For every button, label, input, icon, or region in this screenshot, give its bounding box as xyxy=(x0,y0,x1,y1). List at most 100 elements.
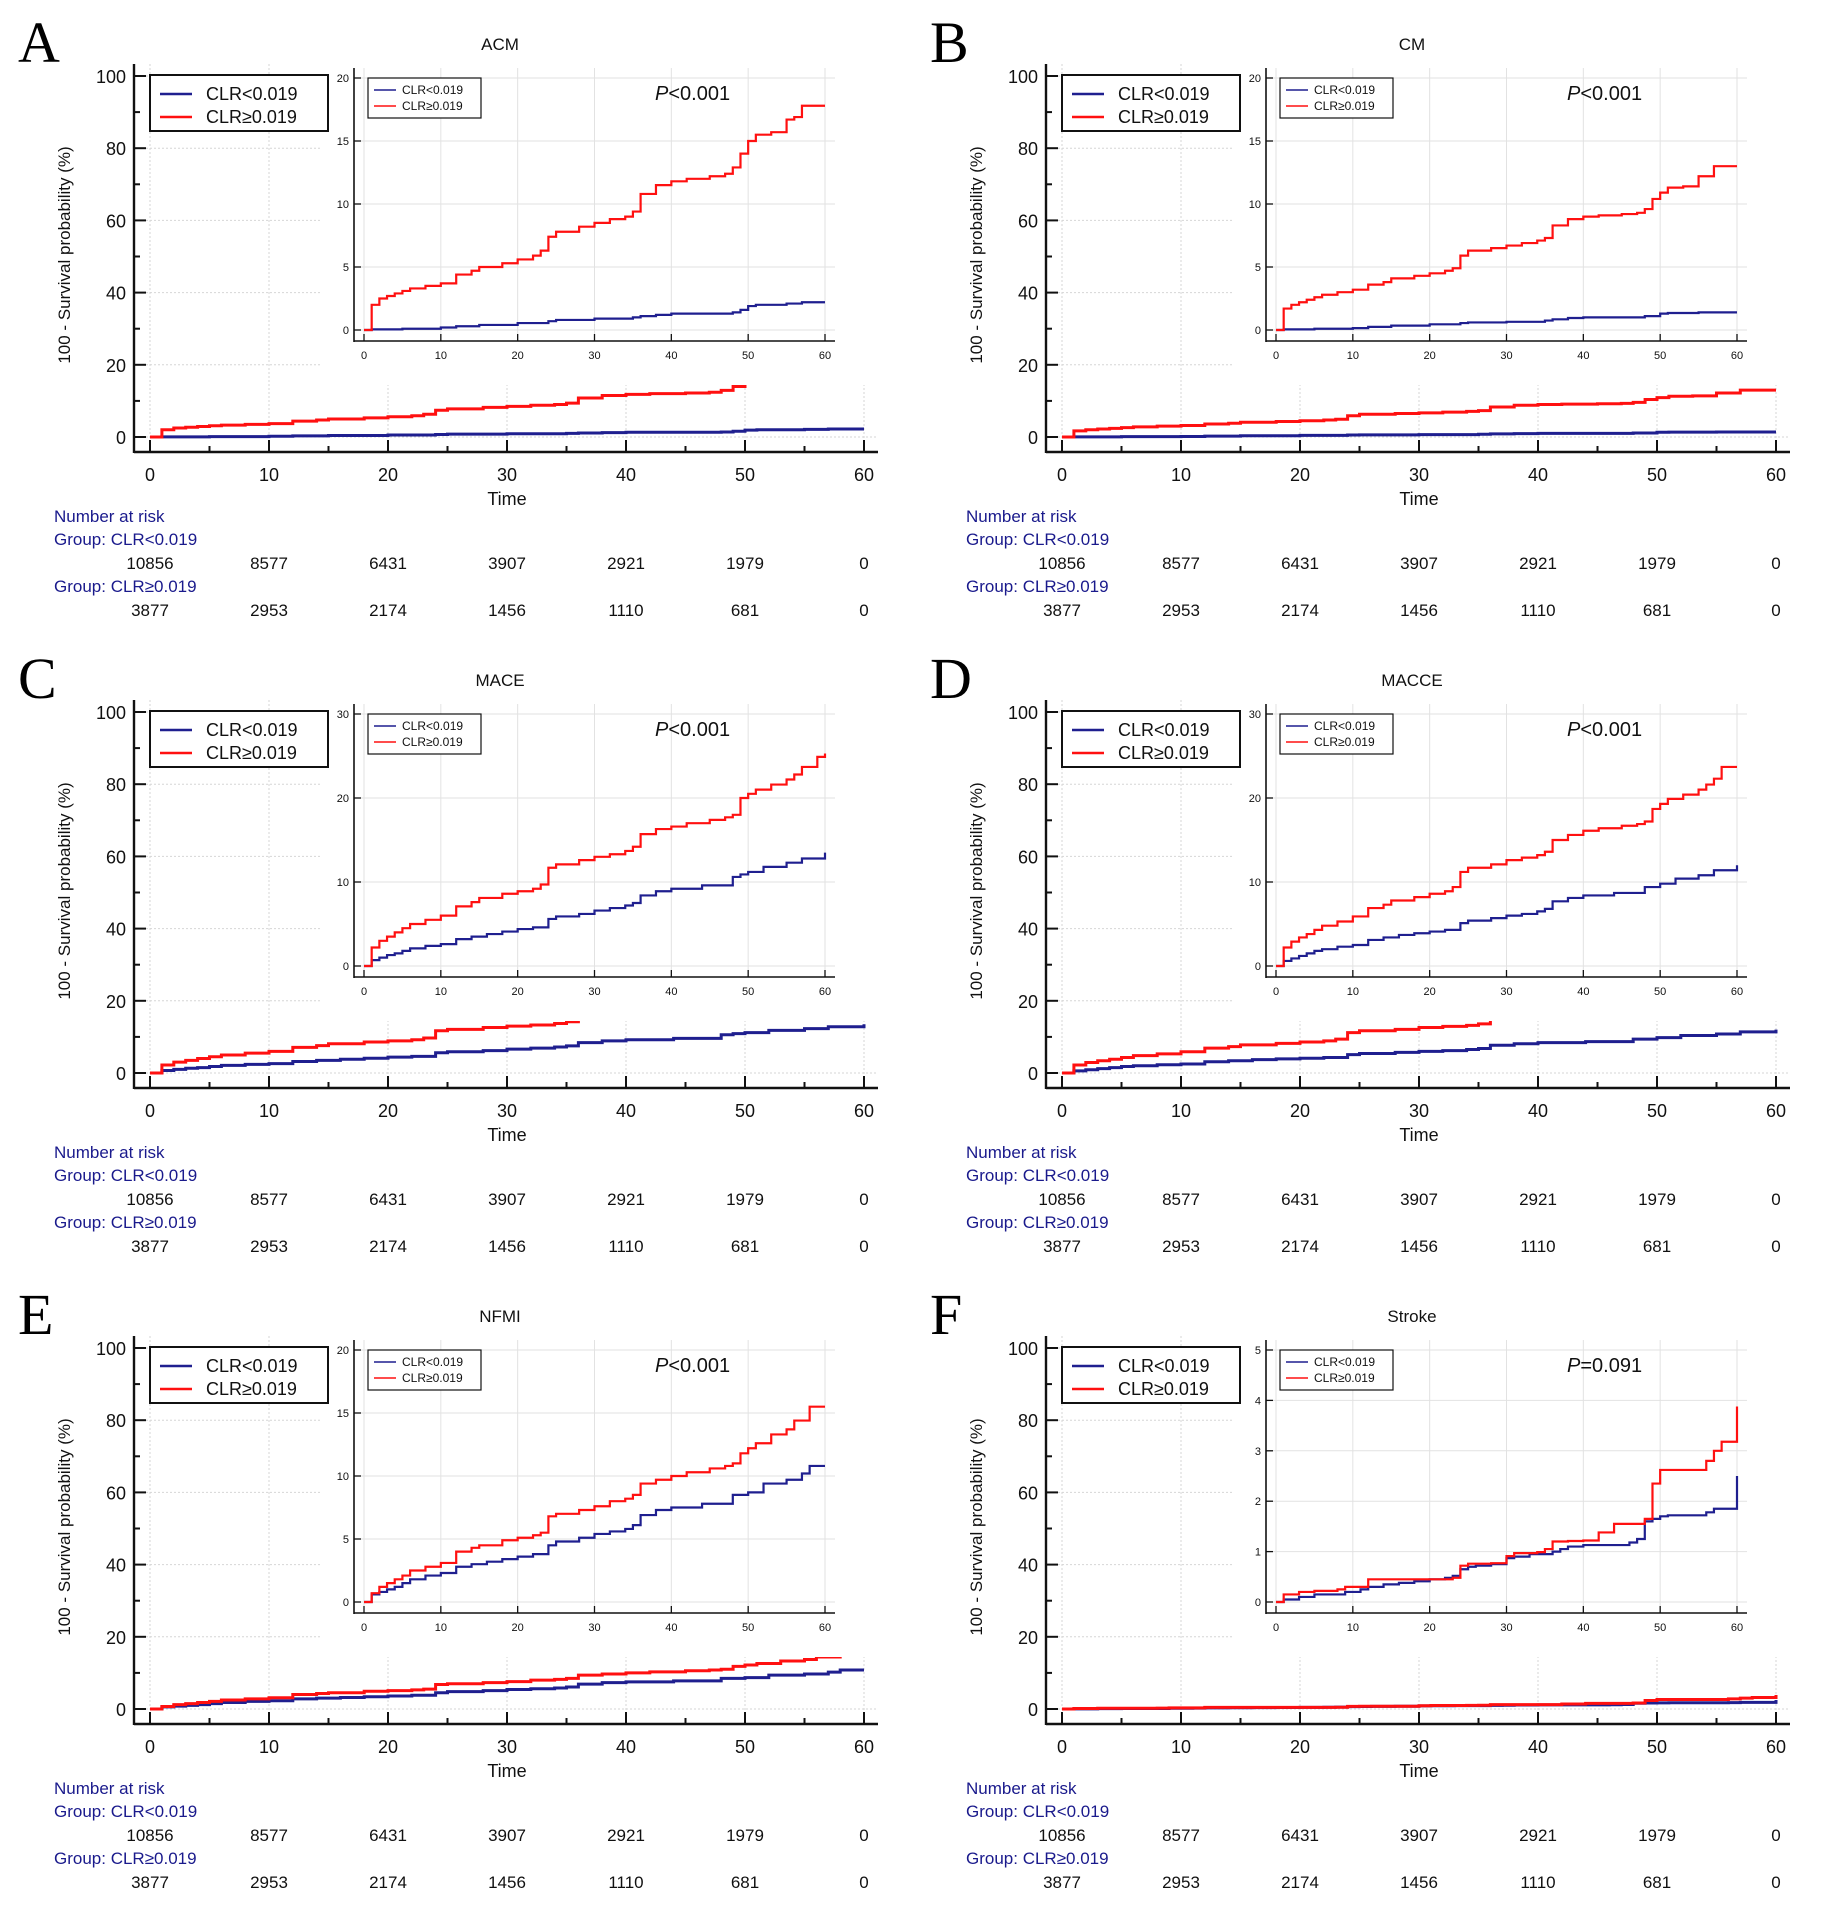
inset-x-tick-label: 30 xyxy=(1500,1622,1512,1634)
risk-count: 0 xyxy=(1771,554,1780,573)
km-curve-low xyxy=(150,1668,864,1711)
x-tick-label: 60 xyxy=(1766,1737,1786,1757)
inset-y-tick-label: 15 xyxy=(337,136,349,148)
inset-legend-label: CLR≥0.019 xyxy=(402,99,463,113)
risk-count: 2921 xyxy=(607,1826,645,1845)
risk-count: 6431 xyxy=(369,1826,407,1845)
x-axis-label: Time xyxy=(1399,1761,1438,1781)
inset-x-tick-label: 0 xyxy=(1273,350,1279,362)
x-tick-label: 30 xyxy=(497,465,517,485)
legend-label: CLR≥0.019 xyxy=(1118,107,1209,127)
inset-y-tick-label: 20 xyxy=(1249,793,1261,805)
legend-label: CLR≥0.019 xyxy=(206,107,297,127)
x-tick-label: 20 xyxy=(378,1737,398,1757)
inset-legend-label: CLR≥0.019 xyxy=(1314,1371,1375,1385)
risk-count: 8577 xyxy=(1162,554,1200,573)
y-tick-label: 0 xyxy=(1028,428,1038,448)
inset-x-tick-label: 50 xyxy=(1654,1622,1666,1634)
y-tick-label: 60 xyxy=(106,1483,126,1503)
x-tick-label: 60 xyxy=(854,1737,874,1757)
risk-count: 681 xyxy=(1643,601,1671,620)
x-axis-label: Time xyxy=(487,1125,526,1145)
risk-count: 8577 xyxy=(1162,1190,1200,1209)
chart-title: MACCE xyxy=(1381,671,1442,690)
legend-label: CLR<0.019 xyxy=(1118,720,1210,740)
inset-x-tick-label: 20 xyxy=(1424,986,1436,998)
p-label: P xyxy=(655,719,669,741)
y-tick-label: 100 xyxy=(96,67,126,87)
inset-y-tick-label: 30 xyxy=(337,709,349,721)
y-axis-label: 100 - Survival probability (%) xyxy=(55,146,74,363)
main-legend: CLR<0.019 CLR≥0.019 xyxy=(149,1346,329,1404)
risk-count: 6431 xyxy=(1281,1826,1319,1845)
risk-count: 0 xyxy=(1771,601,1780,620)
risk-count: 1110 xyxy=(1520,1237,1555,1256)
inset-legend-box xyxy=(1279,1349,1394,1391)
inset-y-tick-label: 15 xyxy=(337,1408,349,1420)
inset-legend-label: CLR≥0.019 xyxy=(402,735,463,749)
risk-count: 1456 xyxy=(488,601,526,620)
inset-y-tick-label: 0 xyxy=(343,1597,349,1609)
inset-y-tick-label: 5 xyxy=(343,1534,349,1546)
chart-title: Stroke xyxy=(1387,1307,1436,1326)
p-number: =0.091 xyxy=(1580,1355,1642,1377)
risk-title: Number at risk xyxy=(54,507,165,526)
risk-count: 3877 xyxy=(1043,601,1081,620)
x-tick-label: 50 xyxy=(735,1101,755,1121)
inset-x-tick-label: 40 xyxy=(1577,986,1589,998)
km-curve-high xyxy=(1062,388,1776,439)
risk-group-label: Group: CLR<0.019 xyxy=(54,530,197,549)
inset-x-tick-label: 60 xyxy=(1731,1622,1743,1634)
km-curve-low xyxy=(150,1024,866,1075)
risk-count: 2174 xyxy=(1281,1237,1319,1256)
risk-count: 8577 xyxy=(1162,1826,1200,1845)
inset-x-tick-label: 0 xyxy=(361,350,367,362)
risk-count: 3907 xyxy=(488,554,526,573)
inset-x-tick-label: 40 xyxy=(665,1622,677,1634)
inset-km-curve-high xyxy=(1276,165,1737,332)
p-value: P<0.001 xyxy=(655,83,730,105)
y-tick-label: 40 xyxy=(1018,920,1038,940)
risk-count: 2174 xyxy=(1281,1873,1319,1892)
number-at-risk-table: Number at risk Group: CLR<0.019 10856 8577 6… xyxy=(54,507,869,620)
risk-count: 0 xyxy=(1771,1873,1780,1892)
number-at-risk-table: Number at risk Group: CLR<0.019 10856 8577 6… xyxy=(966,1143,1781,1256)
y-tick-label: 20 xyxy=(106,992,126,1012)
inset-x-tick-label: 20 xyxy=(1424,350,1436,362)
risk-count: 1979 xyxy=(726,1190,764,1209)
inset-y-tick-label: 0 xyxy=(343,325,349,337)
risk-count: 2921 xyxy=(607,1190,645,1209)
inset-x-tick-label: 30 xyxy=(588,986,600,998)
inset-x-tick-label: 0 xyxy=(361,986,367,998)
inset-legend-label: CLR≥0.019 xyxy=(402,1371,463,1385)
inset-y-tick-label: 3 xyxy=(1255,1446,1261,1458)
main-legend: CLR<0.019 CLR≥0.019 xyxy=(149,74,329,132)
panel-letter: A xyxy=(18,10,60,75)
y-tick-label: 60 xyxy=(106,211,126,231)
x-axis-label: Time xyxy=(1399,489,1438,509)
risk-count: 1979 xyxy=(726,554,764,573)
y-tick-label: 100 xyxy=(96,1339,126,1359)
chart-title: MACE xyxy=(475,671,524,690)
x-tick-label: 40 xyxy=(616,465,636,485)
x-tick-label: 0 xyxy=(1057,1101,1067,1121)
risk-count: 6431 xyxy=(369,1190,407,1209)
inset-y-tick-label: 5 xyxy=(343,262,349,274)
inset-legend-label: CLR≥0.019 xyxy=(1314,735,1375,749)
x-tick-label: 60 xyxy=(854,1101,874,1121)
legend-label: CLR<0.019 xyxy=(206,84,298,104)
x-tick-label: 10 xyxy=(259,1101,279,1121)
inset-y-tick-label: 5 xyxy=(1255,262,1261,274)
risk-count: 10856 xyxy=(1038,554,1085,573)
legend-label: CLR<0.019 xyxy=(206,1356,298,1376)
risk-count: 6431 xyxy=(369,554,407,573)
y-tick-label: 100 xyxy=(1008,1339,1038,1359)
y-tick-label: 0 xyxy=(1028,1700,1038,1720)
inset-x-tick-label: 0 xyxy=(1273,1622,1279,1634)
inset-km-curve-low xyxy=(1276,311,1737,332)
inset-x-tick-label: 20 xyxy=(512,350,524,362)
inset-km-curve-high xyxy=(1276,765,1737,968)
x-tick-label: 40 xyxy=(1528,465,1548,485)
km-curve-low xyxy=(150,427,864,439)
